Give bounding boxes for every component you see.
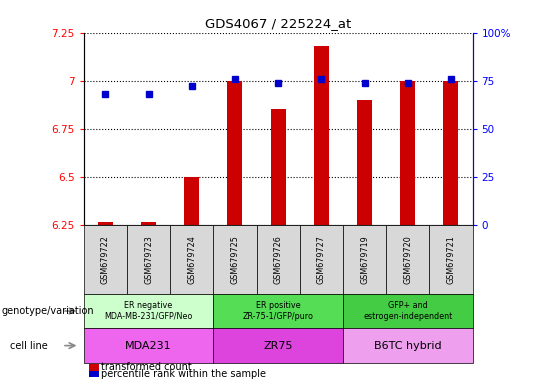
Bar	[314, 46, 329, 225]
Text: B6TC hybrid: B6TC hybrid	[374, 341, 442, 351]
Text: GSM679722: GSM679722	[101, 235, 110, 284]
Text: GSM679727: GSM679727	[317, 235, 326, 284]
Text: genotype/variation: genotype/variation	[1, 306, 94, 316]
Bar	[141, 222, 156, 225]
Text: GSM679726: GSM679726	[274, 235, 282, 283]
Bar	[227, 81, 242, 225]
Text: MDA231: MDA231	[125, 341, 172, 351]
Text: transformed count: transformed count	[101, 362, 192, 372]
Bar	[400, 81, 415, 225]
Text: GSM679720: GSM679720	[403, 235, 412, 283]
Text: ER positive
ZR-75-1/GFP/puro: ER positive ZR-75-1/GFP/puro	[242, 301, 314, 321]
Bar	[98, 222, 113, 225]
Text: GSM679719: GSM679719	[360, 235, 369, 283]
Bar	[271, 109, 286, 225]
Text: GSM679723: GSM679723	[144, 235, 153, 283]
Text: GSM679724: GSM679724	[187, 235, 196, 283]
Bar	[184, 177, 199, 225]
Text: percentile rank within the sample: percentile rank within the sample	[101, 369, 266, 379]
Text: GFP+ and
estrogen-independent: GFP+ and estrogen-independent	[363, 301, 453, 321]
Text: cell line: cell line	[10, 341, 48, 351]
Bar	[357, 100, 372, 225]
Text: ZR75: ZR75	[264, 341, 293, 351]
Text: GSM679725: GSM679725	[231, 235, 239, 284]
Text: ER negative
MDA-MB-231/GFP/Neo: ER negative MDA-MB-231/GFP/Neo	[104, 301, 193, 321]
Bar	[443, 81, 458, 225]
Text: GSM679721: GSM679721	[447, 235, 455, 283]
Title: GDS4067 / 225224_at: GDS4067 / 225224_at	[205, 17, 351, 30]
